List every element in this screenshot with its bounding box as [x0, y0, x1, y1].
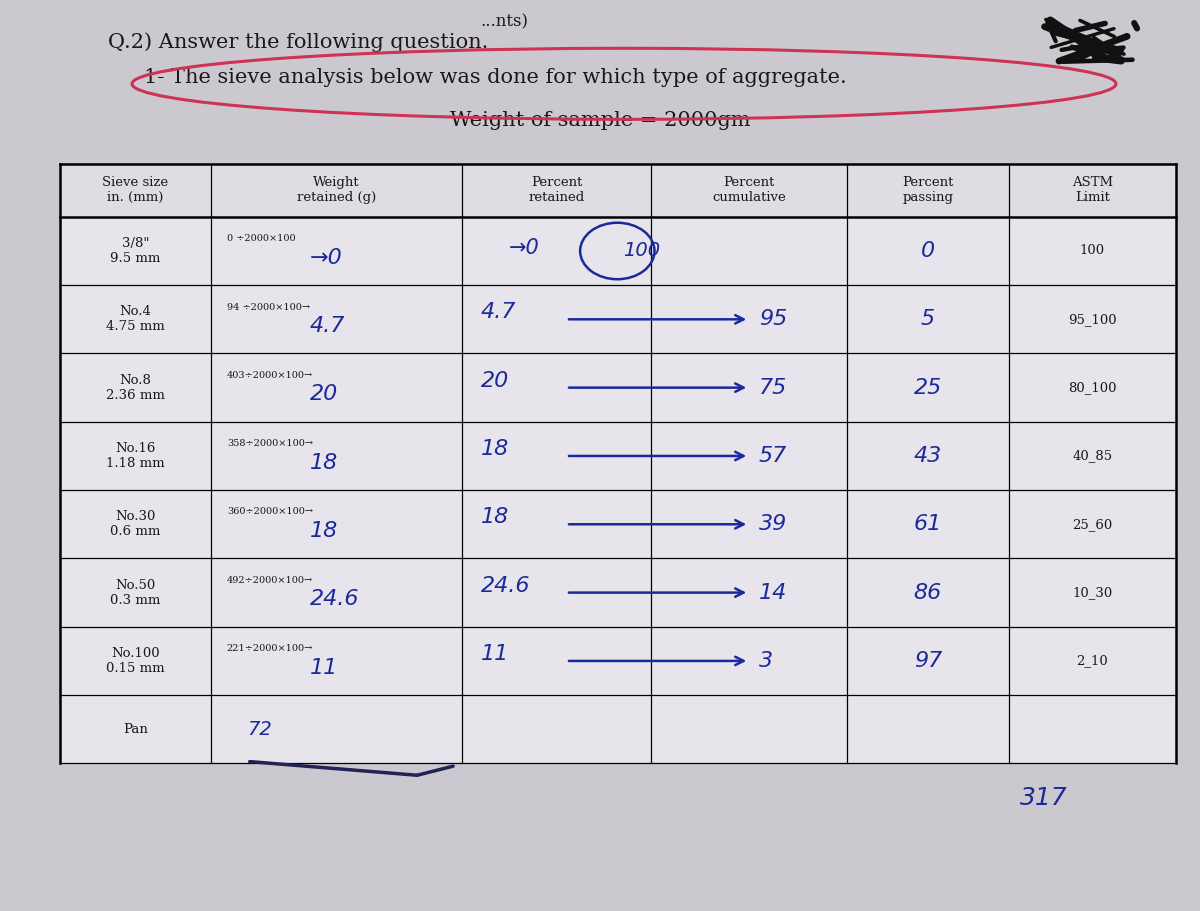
Text: 492÷2000×100→: 492÷2000×100→	[227, 576, 313, 585]
Bar	[60, 695, 1176, 763]
Bar	[60, 558, 1176, 627]
Text: No.8
2.36 mm: No.8 2.36 mm	[106, 374, 164, 402]
Text: 100: 100	[1080, 244, 1105, 258]
Text: 80_100: 80_100	[1068, 381, 1116, 394]
Text: 75: 75	[758, 378, 787, 397]
Text: No.4
4.75 mm: No.4 4.75 mm	[106, 305, 164, 333]
Text: 97: 97	[913, 651, 942, 670]
Text: 360÷2000×100→: 360÷2000×100→	[227, 507, 313, 517]
Text: 18: 18	[310, 453, 338, 473]
Text: 18: 18	[481, 507, 509, 527]
Text: 24.6: 24.6	[310, 589, 359, 609]
Text: 0: 0	[920, 241, 935, 261]
Text: 14: 14	[758, 583, 787, 602]
Text: 2_10: 2_10	[1076, 654, 1108, 668]
Bar	[60, 353, 1176, 422]
Text: 25: 25	[913, 378, 942, 397]
Text: Percent
passing: Percent passing	[902, 177, 953, 204]
Text: 3: 3	[758, 651, 773, 670]
Bar	[60, 490, 1176, 558]
Text: No.50
0.3 mm: No.50 0.3 mm	[110, 578, 161, 607]
Text: 317: 317	[1020, 786, 1067, 810]
Text: ASTM
Limit: ASTM Limit	[1072, 177, 1112, 204]
Bar	[60, 217, 1176, 285]
Text: 20: 20	[310, 384, 338, 404]
Text: 94 ÷2000×100→: 94 ÷2000×100→	[227, 302, 310, 312]
Text: →0: →0	[509, 238, 540, 258]
Text: 57: 57	[758, 446, 787, 466]
Text: No.100
0.15 mm: No.100 0.15 mm	[106, 647, 164, 675]
Text: 358÷2000×100→: 358÷2000×100→	[227, 439, 313, 448]
Text: 100: 100	[623, 241, 660, 261]
Text: 11: 11	[481, 644, 509, 664]
Text: 18: 18	[481, 439, 509, 459]
Text: 18: 18	[310, 521, 338, 541]
Text: 221÷2000×100→: 221÷2000×100→	[227, 644, 313, 653]
Text: Pan: Pan	[122, 722, 148, 736]
Text: 4.7: 4.7	[481, 302, 516, 322]
Text: Weight
retained (g): Weight retained (g)	[296, 177, 376, 204]
Text: Percent
cumulative: Percent cumulative	[713, 177, 786, 204]
Text: 10_30: 10_30	[1072, 586, 1112, 599]
Text: Sieve size
in. (mm): Sieve size in. (mm)	[102, 177, 168, 204]
Text: No.30
0.6 mm: No.30 0.6 mm	[110, 510, 161, 538]
Text: 95_100: 95_100	[1068, 312, 1117, 326]
Text: 24.6: 24.6	[481, 576, 530, 596]
Bar	[60, 164, 1176, 217]
Text: →0: →0	[310, 248, 342, 268]
Text: Q.2) Answer the following question.: Q.2) Answer the following question.	[108, 32, 488, 52]
Text: 403÷2000×100→: 403÷2000×100→	[227, 371, 313, 380]
Text: Percent
retained: Percent retained	[528, 177, 584, 204]
Bar	[60, 627, 1176, 695]
Text: 1- The sieve analysis below was done for which type of aggregate.: 1- The sieve analysis below was done for…	[144, 68, 847, 87]
Bar	[60, 422, 1176, 490]
Text: 39: 39	[758, 515, 787, 534]
Text: 11: 11	[310, 658, 338, 678]
Text: 40_85: 40_85	[1073, 449, 1112, 463]
Text: 5: 5	[920, 310, 935, 329]
Text: 4.7: 4.7	[310, 316, 346, 336]
Text: 43: 43	[913, 446, 942, 466]
Text: 20: 20	[481, 371, 509, 391]
Bar	[60, 285, 1176, 353]
Text: 95: 95	[758, 310, 787, 329]
Text: 25_60: 25_60	[1072, 517, 1112, 531]
Text: 72: 72	[247, 720, 271, 739]
Text: 61: 61	[913, 515, 942, 534]
Text: 86: 86	[913, 583, 942, 602]
Text: 3/8"
9.5 mm: 3/8" 9.5 mm	[110, 237, 161, 265]
Text: 0 ÷2000×100: 0 ÷2000×100	[227, 234, 295, 243]
Text: ...nts): ...nts)	[480, 14, 528, 31]
Text: Weight of sample = 2000gm: Weight of sample = 2000gm	[450, 111, 750, 130]
Text: No.16
1.18 mm: No.16 1.18 mm	[106, 442, 164, 470]
